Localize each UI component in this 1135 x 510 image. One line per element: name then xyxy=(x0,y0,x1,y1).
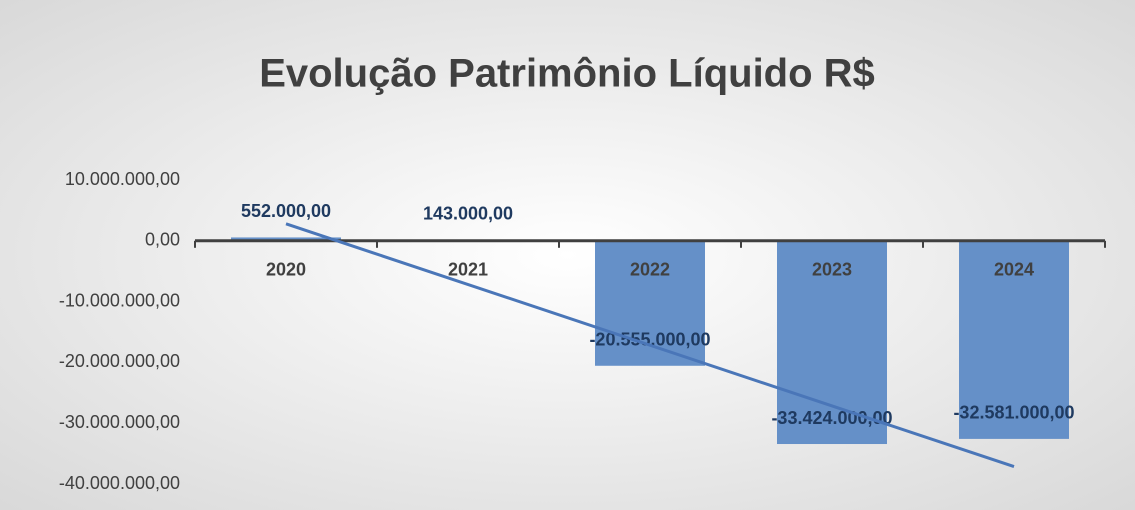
bar xyxy=(231,237,341,241)
x-tick-label: 2023 xyxy=(812,260,852,280)
y-tick-label: -30.000.000,00 xyxy=(59,412,180,432)
value-label: 143.000,00 xyxy=(423,204,513,224)
y-tick-label: 0,00 xyxy=(145,230,180,250)
x-tick-label: 2021 xyxy=(448,260,488,280)
x-tick-label: 2020 xyxy=(266,260,306,280)
bar xyxy=(959,240,1069,439)
y-tick-label: 10.000.000,00 xyxy=(65,169,180,189)
y-tick-label: -20.000.000,00 xyxy=(59,351,180,371)
value-label: -33.424.000,00 xyxy=(771,408,892,428)
chart-title: Evolução Patrimônio Líquido R$ xyxy=(259,52,875,96)
y-tick-label: -40.000.000,00 xyxy=(59,473,180,493)
x-tick-label: 2024 xyxy=(994,260,1034,280)
x-tick-label: 2022 xyxy=(630,260,670,280)
trendline xyxy=(285,222,1015,469)
bar xyxy=(777,240,887,445)
value-label: 552.000,00 xyxy=(241,201,331,221)
value-label: -32.581.000,00 xyxy=(953,403,1074,423)
y-tick-label: -10.000.000,00 xyxy=(59,290,180,310)
